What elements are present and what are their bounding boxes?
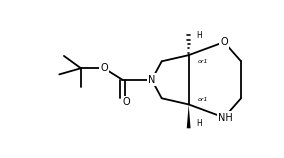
Text: O: O: [220, 37, 228, 47]
Polygon shape: [187, 104, 191, 128]
Text: or1: or1: [198, 97, 208, 102]
Text: NH: NH: [218, 112, 233, 122]
Text: N: N: [148, 75, 155, 85]
Text: H: H: [196, 31, 202, 40]
Text: or1: or1: [198, 59, 208, 64]
Text: O: O: [100, 63, 108, 73]
Text: O: O: [122, 97, 130, 107]
Text: H: H: [196, 119, 202, 128]
